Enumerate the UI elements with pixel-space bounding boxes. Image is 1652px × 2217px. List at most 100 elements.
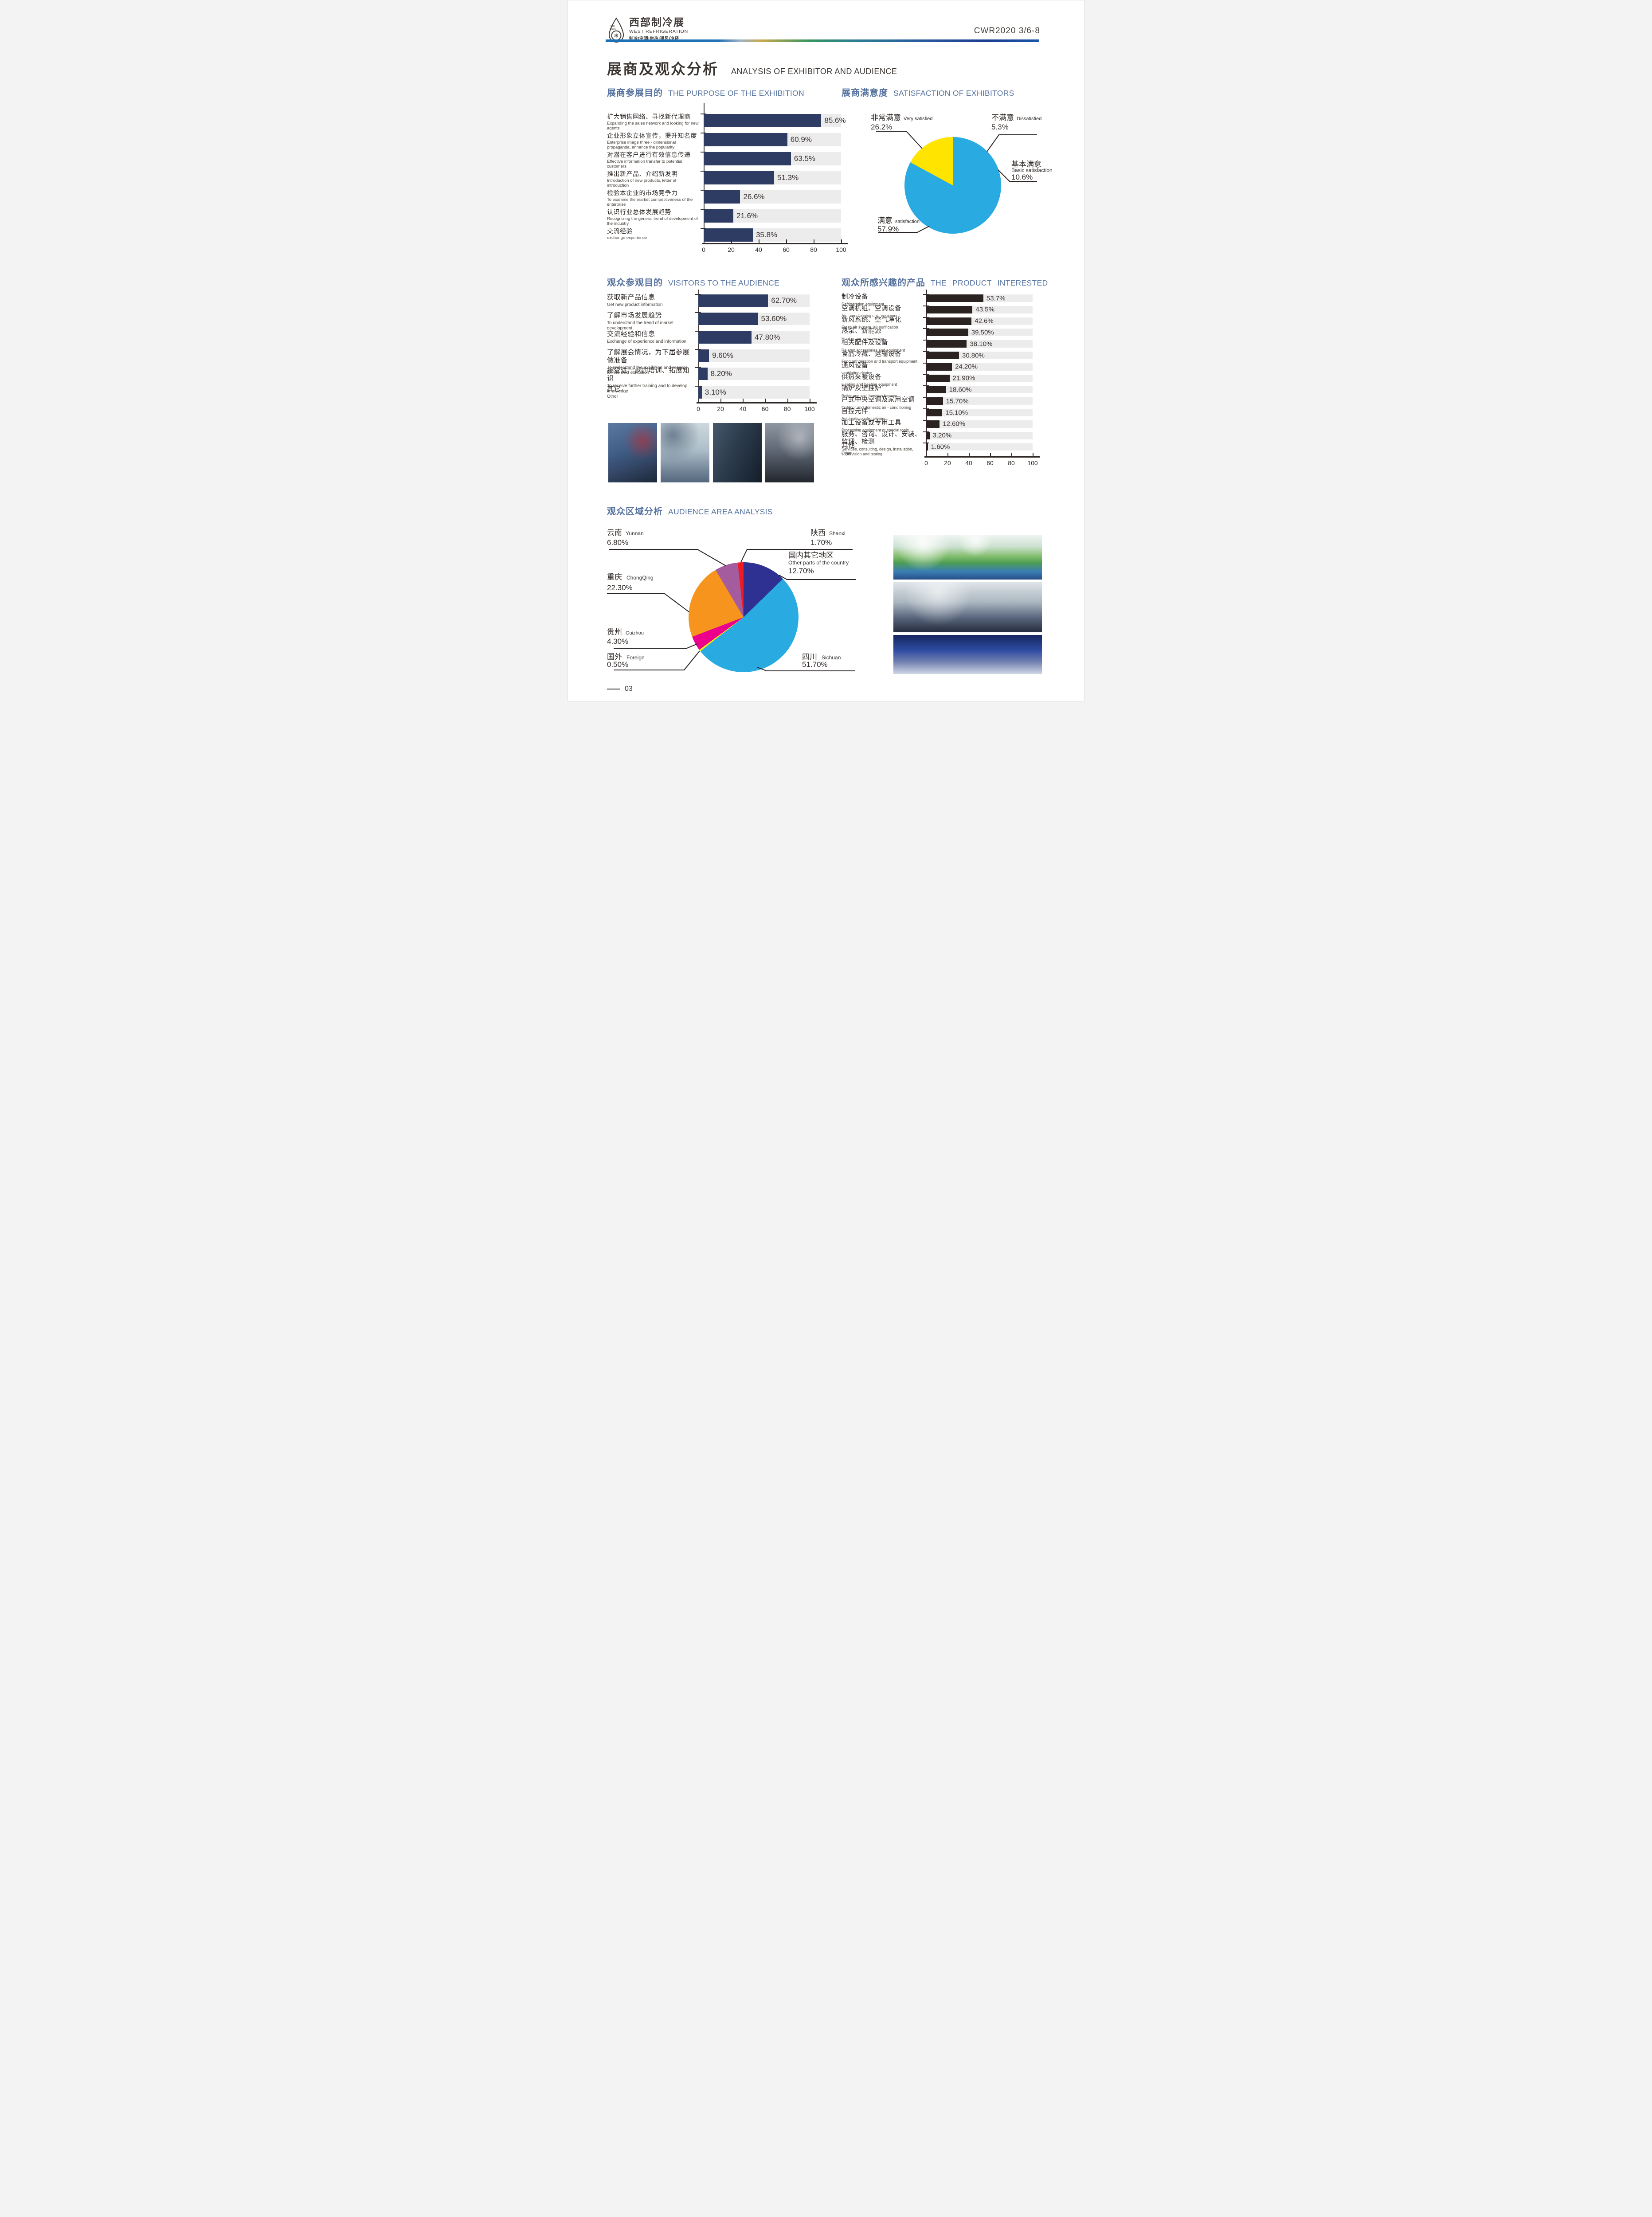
section-title-visitors-en: VISITORS TO THE AUDIENCE <box>668 278 779 287</box>
pie-label-chongqing: 重庆 ChongQing <box>607 571 654 582</box>
section-title-purpose-en: THE PURPOSE OF THE EXHIBITION <box>668 89 804 98</box>
page-number: 03 <box>607 685 633 693</box>
satisfaction-pie <box>904 137 1001 234</box>
bar-row-label-en: Other <box>607 394 619 399</box>
bar-row-label-zh: 其他 <box>842 442 855 450</box>
bar-row-label-en: To understand the trend of market develo… <box>607 321 674 331</box>
bar-row: 接受进一步的培训、拓展知识 To receive further training… <box>607 367 811 394</box>
bar-track: 85.6% <box>704 114 846 127</box>
pie-label-shanxi: 陕西 Shanxi <box>810 526 846 537</box>
x-axis-tick-label: 60 <box>761 405 769 412</box>
bar-track: 12.60% <box>926 420 1033 428</box>
bar-row: 其它 Other 3.10% <box>607 385 811 404</box>
bar-value: 43.5% <box>975 306 994 313</box>
pie-label-sichuan-en: Sichuan <box>822 654 841 661</box>
bar-row-label-zh: 了解展会情况，为下届参展做准备 <box>607 348 690 364</box>
bar-row-label-en: Air - conditioning unit, equipment <box>842 313 900 318</box>
bar-row: 了解市场发展趋势 To understand the trend of marke… <box>607 312 811 331</box>
bar-value: 12.60% <box>943 420 966 428</box>
axis-tick <box>701 152 706 153</box>
x-axis-tick-label: 0 <box>924 459 928 466</box>
axis-tick <box>923 294 929 295</box>
logo-zh: 西部制冷展 <box>629 16 685 28</box>
bar-row-label: 通风设备 ventilating device <box>842 362 922 376</box>
bar-row-label-zh: 通风设备 <box>842 362 868 369</box>
bar-track: 9.60% <box>698 349 810 362</box>
x-axis-tick-label: 100 <box>1027 459 1038 466</box>
axis-tick <box>923 340 929 341</box>
bar-track: 3.20% <box>926 431 1033 439</box>
bar-row-label-en: Related accessories and equipment <box>842 348 905 353</box>
bar-plot: 53.60% <box>695 312 810 325</box>
x-axis-tick-label: 60 <box>783 246 790 253</box>
bar-plot: 38.10% <box>923 340 1033 348</box>
bar <box>926 352 959 359</box>
bar-track: 35.8% <box>704 228 841 242</box>
bar <box>926 420 940 428</box>
bar-track: 21.6% <box>704 209 841 223</box>
pie-label-foreign-en: Foreign <box>626 654 645 661</box>
bar-value: 51.3% <box>777 173 799 182</box>
svg-text:WR: WR <box>611 25 615 28</box>
bar-row-label-zh: 检验本企业的市场竞争力 <box>607 189 678 196</box>
logo: ❄ WR 2020 西部制冷展 WEST REFRIGERATION 制冷|空调… <box>607 17 688 46</box>
bar-row: 空调机组、空调设备 Air - conditioning unit, equipm… <box>842 305 1034 318</box>
bar-row: 推出新产品、介绍新发明 Introduction of new products,… <box>607 170 841 190</box>
pie-label-guizhou: 贵州 Guizhou <box>607 626 644 637</box>
bar-row-label-en: Enterprise image three - dimensional pro… <box>607 140 676 150</box>
pie-label-basic-satisfaction-zh: 基本满意 <box>1011 160 1041 168</box>
bar-plot: 47.80% <box>695 330 810 344</box>
bar <box>704 209 733 223</box>
svg-text:❄: ❄ <box>614 32 619 39</box>
bar-row-label-en: Outdoor and domestic air - conditioning <box>842 405 912 410</box>
pie-value-basic-satisfaction: 10.6% <box>1011 173 1033 181</box>
bar-row-label-zh: 相关配件及设备 <box>842 339 888 347</box>
bar-plot: 26.6% <box>701 190 841 204</box>
axis-tick <box>695 367 701 368</box>
visitors-bar-chart: 获取新产品信息 Get new product information 62.70%… <box>607 290 817 418</box>
pie-value-foreign: 0.50% <box>607 660 629 669</box>
bar-row-label: 扩大销售网络、寻找新代理商 Expanding the sales network… <box>607 113 699 131</box>
bar-row-label-zh: 对潜在客户进行有效信息传递 <box>607 151 691 158</box>
bar-row-label-zh: 认识行业总体发展趋势 <box>607 208 671 215</box>
bar <box>926 374 950 382</box>
pie-label-other-parts-zh: 国内其它地区 <box>788 551 834 560</box>
bar-track: 21.90% <box>926 374 1033 382</box>
photo-exhibition-visitors-2 <box>661 423 709 482</box>
satisfaction-pie-callout-lines <box>876 131 1037 233</box>
bar-value: 53.60% <box>761 314 787 323</box>
bar-plot: 53.7% <box>923 294 1033 302</box>
axis-tick <box>695 294 701 295</box>
x-axis-tick-label: 0 <box>697 405 700 412</box>
bar-plot: 8.20% <box>695 367 810 380</box>
edition-code: CWR2020 3/6-8 <box>974 26 1040 35</box>
bar-track: 26.6% <box>704 190 841 204</box>
bar-row-label-zh: 食品冷藏、运输设备 <box>842 351 901 358</box>
pie-label-other-parts: 国内其它地区 <box>788 549 834 560</box>
photo-exhibition-visitors-4 <box>765 423 814 482</box>
pie-label-shanxi-en: Shanxi <box>829 530 846 537</box>
bar-row-label-en: ventilating device <box>842 371 873 376</box>
pie-label-yunnan-en: Yunnan <box>626 530 644 537</box>
pie-label-satisfaction: 满意 satisfaction <box>877 214 920 225</box>
bar-value: 30.80% <box>962 352 985 359</box>
pie-label-very-satisfied-en: Very satisfied <box>904 116 933 121</box>
bar-row-label-en: Introduction of new products, letter of … <box>607 178 677 188</box>
pie-label-yunnan-zh: 云南 <box>607 529 622 537</box>
bar-row-label: 锅炉及壁挂炉 Boiler and wall hanging furnace <box>842 385 922 398</box>
pie-label-other-parts-en: Other parts of the country <box>788 560 849 566</box>
bar <box>926 317 972 325</box>
bar-row-label: 相关配件及设备 Related accessories and equipment <box>842 339 922 353</box>
bar-track: 18.60% <box>926 386 1033 394</box>
bar-row-label-en: Automatic control element <box>842 416 888 421</box>
bar-row-label-en: Services, consulting, design, installati… <box>842 447 913 456</box>
bar-track: 15.70% <box>926 397 1033 405</box>
bar-row-label-zh: 其它 <box>607 385 621 393</box>
bar-row-label: 检验本企业的市场竞争力 To examine the market competi… <box>607 189 699 208</box>
x-axis-tick-label: 100 <box>836 246 846 253</box>
bar-value: 15.70% <box>946 397 969 405</box>
bar <box>698 313 758 325</box>
bar-row: 加工设备或专用工具 Processing equipment or special… <box>842 419 1034 432</box>
pie-value-very-satisfied: 26.2% <box>871 123 893 131</box>
bar-row-label: 其他 Other <box>842 442 922 455</box>
